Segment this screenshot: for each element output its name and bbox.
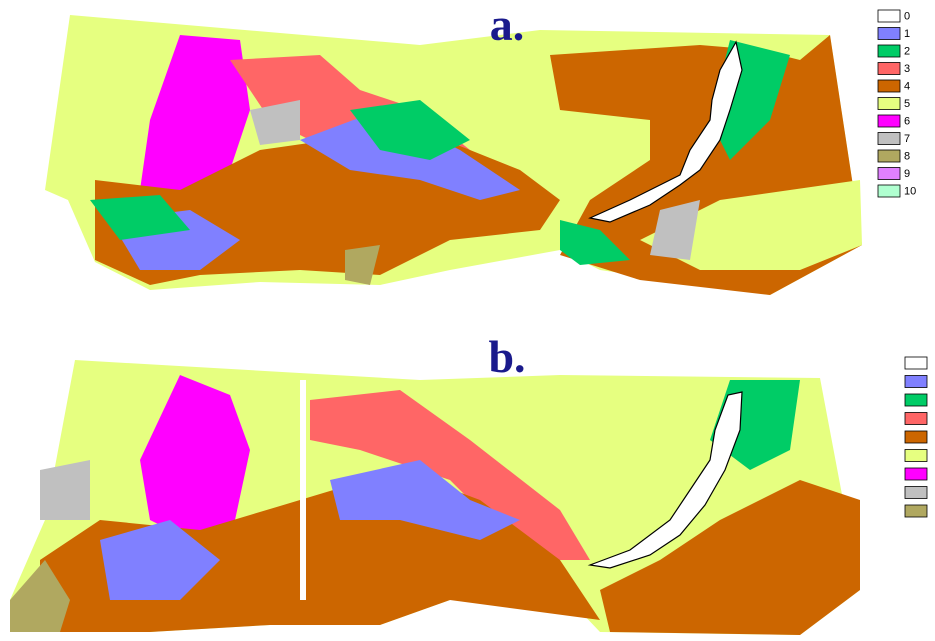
- map-b: [10, 360, 860, 635]
- legend-label: 3: [904, 63, 910, 75]
- panel-label: b.: [488, 331, 525, 382]
- legend-swatch: [878, 10, 900, 22]
- legend-label: 5: [904, 98, 910, 110]
- legend-swatch: [905, 413, 927, 425]
- legend-label: 0: [904, 10, 910, 22]
- legend-label: 2: [904, 45, 910, 57]
- legend-swatch: [905, 468, 927, 480]
- legend-swatch: [878, 115, 900, 127]
- figure-canvas: a. b. 0 1 2 3 4 5 6 7 8 9 10: [0, 0, 935, 641]
- legend-swatch: [878, 168, 900, 180]
- legend-label: 6: [904, 115, 910, 127]
- legend-swatch: [905, 505, 927, 517]
- legend-label: 4: [904, 80, 910, 92]
- legend-label: 10: [904, 185, 916, 197]
- legend-swatch: [878, 98, 900, 110]
- legend-swatch: [905, 394, 927, 406]
- legend-swatch: [878, 80, 900, 92]
- legend-swatch: [905, 487, 927, 499]
- legend-swatch: [878, 185, 900, 197]
- legend-swatch: [878, 45, 900, 57]
- legend-swatch: [905, 376, 927, 388]
- legend-label: 8: [904, 150, 910, 162]
- legend-swatch: [878, 28, 900, 40]
- map-a: [45, 15, 862, 295]
- legend-swatch: [905, 450, 927, 462]
- legend-swatch: [878, 150, 900, 162]
- legend-label: 1: [904, 28, 910, 40]
- legend-swatch: [905, 357, 927, 369]
- legend-label: 9: [904, 168, 910, 180]
- legend-swatch: [878, 133, 900, 145]
- legend-label: 7: [904, 133, 910, 145]
- legend-swatch: [905, 431, 927, 443]
- panel-label: a.: [490, 0, 525, 50]
- legend-swatch: [878, 63, 900, 75]
- figure: a. b. 0 1 2 3 4 5 6 7 8 9 10: [0, 0, 935, 641]
